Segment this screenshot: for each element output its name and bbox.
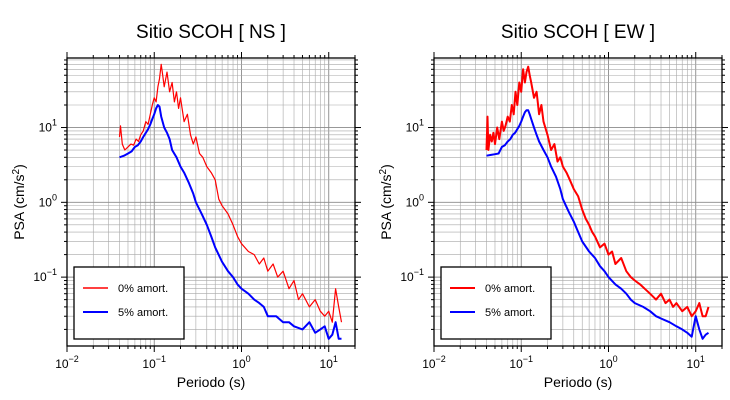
chart-ew-x-tick-label: 10−1 xyxy=(509,354,533,371)
chart-ns-x-tick-label: 10−2 xyxy=(55,354,79,371)
chart-ew-y-label-main: PSA (cm/s xyxy=(378,174,394,239)
chart-ns-title: Sitio SCOH [ NS ] xyxy=(136,22,286,43)
chart-ew-y-label-sup: 2 xyxy=(378,168,389,174)
chart-ew-y-ticks: 10−1 100 101 xyxy=(400,59,728,330)
chart-ew-y-tick-label: 100 xyxy=(406,192,424,209)
chart-ns-y-label-end: ) xyxy=(11,164,27,169)
chart-ns-legend: 0% amort. 5% amort. xyxy=(73,266,185,340)
chart-ns-y-tick-label: 100 xyxy=(39,192,57,209)
chart-ns-x-tick-label: 10−1 xyxy=(142,354,166,371)
chart-ns-y-tick-label: 10−1 xyxy=(33,267,57,284)
chart-ew-y-label-end: ) xyxy=(378,164,394,169)
chart-ns-series xyxy=(118,63,343,340)
chart-ns-y-tick-label: 101 xyxy=(39,118,57,135)
chart-ew-x-tick-label: 100 xyxy=(599,354,617,371)
chart-ew-series-line-1 xyxy=(486,109,710,340)
chart-ns: Sitio SCOH [ NS ] 10−2 10−1 100 101 10−1 100… xyxy=(11,22,361,390)
chart-ew-x-ticks: 10−2 10−1 100 101 xyxy=(422,52,723,371)
chart-ew-legend-label-1: 5% amort. xyxy=(485,307,535,319)
chart-ns-y-ticks: 10−1 100 101 xyxy=(33,59,361,330)
chart-ew-y-label: PSA (cm/s2) xyxy=(378,164,395,240)
chart-ew-x-tick-label: 101 xyxy=(687,354,705,371)
chart-ew-series xyxy=(485,65,710,340)
chart-ns-x-ticks: 10−2 10−1 100 101 xyxy=(55,52,356,371)
chart-ew-title: Sitio SCOH [ EW ] xyxy=(501,22,655,43)
chart-ns-x-label: Periodo (s) xyxy=(177,374,245,390)
chart-ew-series-line-0 xyxy=(485,65,710,318)
chart-ns-y-label-sup: 2 xyxy=(11,168,22,174)
chart-ns-y-label: PSA (cm/s2) xyxy=(11,164,28,240)
chart-ns-legend-box xyxy=(73,266,185,340)
chart-ew-x-label: Periodo (s) xyxy=(544,374,612,390)
chart-ns-legend-label-0: 0% amort. xyxy=(118,283,168,295)
chart-ew-x-tick-label: 10−2 xyxy=(422,354,446,371)
chart-ns-y-label-main: PSA (cm/s xyxy=(11,174,27,239)
chart-ns-legend-label-1: 5% amort. xyxy=(118,307,168,319)
chart-ns-x-tick-label: 100 xyxy=(232,354,250,371)
chart-ew: Sitio SCOH [ EW ] 10−2 10−1 100 101 10−1 100… xyxy=(378,22,728,390)
chart-ew-legend: 0% amort. 5% amort. xyxy=(440,266,552,340)
chart-ew-y-tick-label: 10−1 xyxy=(400,267,424,284)
chart-ns-x-tick-label: 101 xyxy=(320,354,338,371)
chart-ew-y-tick-label: 101 xyxy=(406,118,424,135)
chart-ew-legend-box xyxy=(440,266,552,340)
chart-ns-series-line-0 xyxy=(118,63,343,323)
chart-ns-series-line-1 xyxy=(119,104,342,340)
chart-ew-legend-label-0: 0% amort. xyxy=(485,283,535,295)
